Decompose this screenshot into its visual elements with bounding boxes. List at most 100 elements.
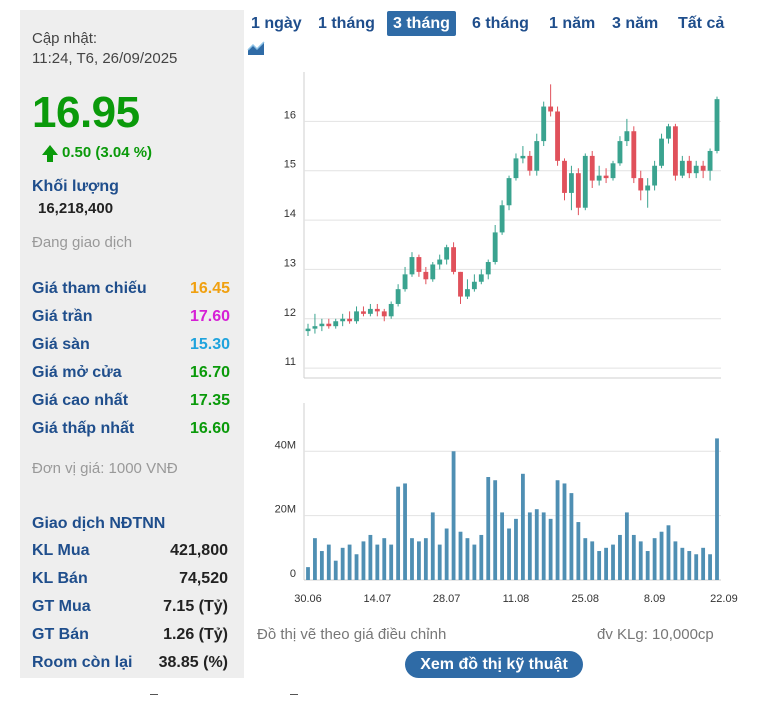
volume-bar: [618, 534, 622, 580]
foreign-buy-volume: KL Mua 421,800: [32, 542, 228, 566]
stat-label: Giá trần: [32, 308, 93, 325]
volume-bar: [624, 512, 629, 580]
foreign-value: 74,520: [179, 570, 228, 587]
volume-bar: [458, 531, 463, 580]
volume-bar: [347, 544, 352, 580]
candle-body: [672, 126, 678, 176]
date-axis: 30.06 14.07 28.07 11.08 25.08 8.09 22.09: [294, 593, 737, 605]
stock-summary-panel: Cập nhật: 11:24, T6, 26/09/2025 16.95 0.…: [20, 10, 244, 678]
candle-body: [631, 131, 637, 179]
foreign-label: KL Bán: [32, 570, 88, 587]
candle-body: [693, 165, 699, 174]
tab-1-day[interactable]: 1 ngày: [251, 15, 302, 32]
volume-bar: [687, 551, 692, 580]
candle-body: [312, 326, 318, 329]
price-tick-label: 11: [285, 356, 296, 368]
candle-body: [444, 247, 450, 260]
candle-body: [451, 247, 457, 272]
stat-value: 16.60: [189, 420, 230, 437]
volume-bar: [500, 512, 505, 580]
volume-bar: [514, 518, 518, 580]
candle-body: [326, 323, 332, 327]
volume-tick-label: 0: [290, 568, 296, 580]
candle-body: [367, 308, 373, 314]
price-change: 0.50 (3.04 %): [42, 144, 152, 162]
volume-bar: [479, 534, 484, 580]
current-price: 16.95: [32, 88, 140, 137]
candle-body: [485, 262, 491, 275]
stat-label: Giá cao nhất: [32, 392, 129, 409]
volume-bar: [361, 541, 366, 580]
candle-body: [437, 259, 443, 265]
tab-3-years[interactable]: 3 năm: [612, 15, 659, 32]
volume-bar: [340, 547, 345, 580]
volume-bar: [313, 538, 317, 580]
candle-body: [388, 303, 394, 317]
candle-body: [534, 141, 540, 171]
tab-3-months[interactable]: 3 tháng: [387, 11, 456, 36]
candle-body: [638, 178, 644, 191]
volume-tick-label: 40M: [275, 439, 296, 451]
view-technical-chart-button[interactable]: Xem đồ thị kỹ thuật: [405, 651, 583, 678]
candle-body: [499, 205, 505, 233]
volume-bar: [368, 534, 373, 580]
candle-body: [555, 111, 560, 161]
foreign-label: KL Mua: [32, 542, 90, 559]
stat-ceiling-price: Giá trần 17.60: [32, 308, 230, 332]
volume-bar: [659, 531, 664, 580]
volume-bar: [493, 480, 498, 580]
candlestick-series: [305, 84, 720, 337]
tab-6-months[interactable]: 6 tháng: [472, 15, 529, 32]
tab-all[interactable]: Tất cả: [678, 15, 725, 32]
volume-bar: [715, 438, 719, 580]
update-label: Cập nhật:: [32, 30, 98, 47]
volume-bar: [569, 493, 574, 580]
candle-body: [513, 158, 519, 179]
volume-bar: [333, 560, 338, 580]
time-range-tabs: 1 ngày 1 tháng 3 tháng 6 tháng 1 năm 3 n…: [246, 11, 761, 37]
candle-body: [430, 264, 436, 280]
candle-body: [575, 173, 581, 208]
candle-body: [679, 160, 685, 176]
tab-1-year[interactable]: 1 năm: [549, 15, 596, 32]
volume-bar: [472, 544, 477, 580]
volume-bar: [583, 538, 588, 580]
volume-bar: [410, 538, 414, 580]
volume-bar: [694, 554, 699, 580]
tab-1-month[interactable]: 1 tháng: [318, 15, 375, 32]
candle-body: [707, 150, 713, 171]
price-volume-chart: 11 12 13 14 15 16 0 20M 40M 30.06 14.07 28.07 11.0…: [275, 72, 738, 605]
candle-body: [471, 281, 477, 290]
volume-axis: 0 20M 40M: [275, 439, 296, 580]
stat-value: 17.60: [189, 308, 230, 325]
candle-body: [527, 155, 533, 171]
foreign-value: 38.85 (%): [158, 654, 228, 671]
volume-bar: [604, 547, 608, 580]
candle-body: [603, 175, 609, 179]
volume-bar: [389, 544, 394, 580]
candle-body: [340, 318, 346, 322]
price-tick-label: 14: [284, 208, 296, 220]
update-time: 11:24, T6, 26/09/2025: [32, 50, 178, 67]
candle-body: [582, 155, 588, 208]
candle-body: [617, 141, 623, 164]
stat-value: 15.30: [189, 336, 230, 353]
candle-body: [319, 323, 325, 327]
candle-body: [395, 289, 401, 304]
candle-body: [652, 165, 658, 186]
volume-bar: [701, 547, 706, 580]
candle-body: [361, 311, 366, 314]
candle-body: [686, 160, 692, 174]
foreign-buy-value: GT Mua 7.15 (Tỷ): [32, 598, 228, 622]
volume-tick-label: 20M: [275, 504, 296, 516]
volume-bar: [541, 512, 546, 580]
candle-body: [354, 311, 359, 322]
candle-body: [492, 232, 498, 263]
area-chart-icon[interactable]: [247, 40, 265, 56]
candle-body: [541, 106, 547, 142]
candle-body: [478, 274, 484, 282]
foreign-value: 421,800: [170, 542, 228, 559]
date-tick-label: 22.09: [710, 593, 738, 605]
stat-label: Giá mở cửa: [32, 364, 122, 381]
foreign-label: Room còn lại: [32, 654, 133, 671]
